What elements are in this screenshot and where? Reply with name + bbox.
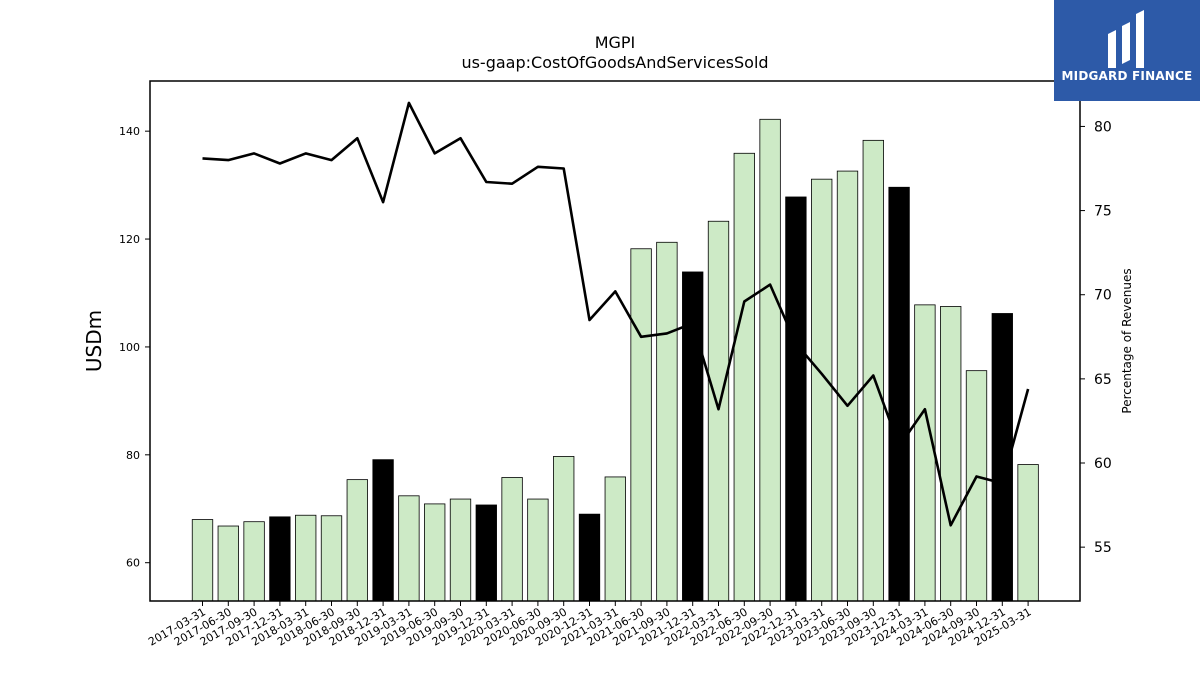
bar-2017-06-30 [217,525,239,602]
y-tick-label: 60 [126,557,140,570]
bar-2020-09-30 [553,456,575,602]
midgard-logo-icon [1108,10,1144,68]
bar-2023-03-31 [811,178,833,602]
bar-2020-12-31 [578,513,601,602]
bar-2025-03-31 [1017,464,1039,602]
y2-axis-label: Percentage of Revenues [1120,268,1134,413]
right-axis-ticks: 55 60 65 70 75 80 [1080,119,1112,556]
chart-title: MGPI [595,33,636,52]
y-tick-label: 120 [119,233,140,246]
bar-2019-09-30 [449,498,472,602]
bar-2024-06-30 [940,306,962,602]
plot-frame [149,80,1081,602]
y-tick-label: 140 [119,125,140,138]
bar-series [191,118,1039,602]
bar-2024-03-31 [914,304,936,602]
x-axis-ticks: 2017-03-312017-06-302017-09-302017-12-31… [146,601,1034,649]
y-axis-label: USDm [82,310,106,372]
bar-2019-12-31 [475,504,497,602]
bar-2018-12-31 [372,459,394,602]
y2-tick-label: 60 [1094,456,1112,472]
bar-2022-06-30 [733,152,755,602]
y-tick-label: 100 [119,341,140,354]
bar-2017-12-31 [269,516,291,602]
line-series [202,101,1030,527]
bar-2019-06-30 [424,503,446,602]
bar-2017-09-30 [243,521,265,602]
percentage-line [202,101,1030,527]
bar-2019-03-31 [398,495,420,602]
bar-2024-09-30 [965,370,988,602]
bar-2018-06-30 [320,515,343,602]
bar-2018-09-30 [346,479,368,602]
bar-2023-12-31 [888,186,910,602]
bar-2022-09-30 [759,118,781,602]
bar-2018-03-31 [295,514,317,602]
bar-2023-09-30 [862,139,884,602]
bar-2021-12-31 [682,271,704,602]
bar-2017-03-31 [191,519,214,602]
y2-tick-label: 75 [1094,204,1112,220]
midgard-finance-logo: MIDGARD FINANCE [1054,0,1200,101]
bar-2020-03-31 [501,477,523,602]
bar-2021-03-31 [604,476,626,602]
bar-2022-12-31 [785,196,807,602]
y2-tick-label: 70 [1094,288,1112,304]
chart-subtitle: us-gaap:CostOfGoodsAndServicesSold [461,53,768,72]
bar-2023-06-30 [836,170,859,602]
logo-text: MIDGARD FINANCE [1061,69,1193,83]
y2-tick-label: 65 [1094,372,1112,388]
y2-tick-label: 55 [1094,540,1112,556]
bar-2020-06-30 [527,498,549,602]
bar-2021-06-30 [630,248,652,602]
left-axis-ticks: 60 80 100 120 140 [119,125,150,570]
y-tick-label: 80 [126,449,140,462]
bar-2021-09-30 [656,241,678,602]
bar-2022-03-31 [707,220,730,602]
y2-tick-label: 80 [1094,119,1112,135]
